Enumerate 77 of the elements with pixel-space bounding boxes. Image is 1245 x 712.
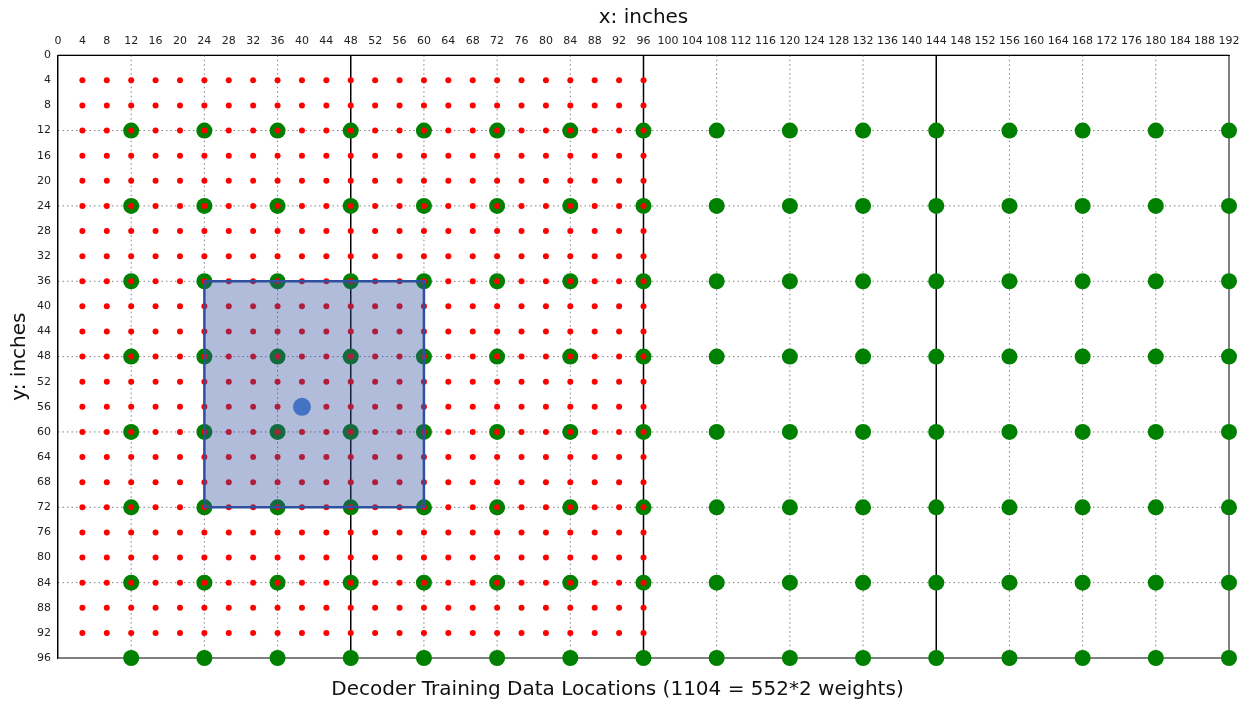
x-tick-label: 92: [612, 34, 627, 48]
x-tick-label: 16: [148, 34, 163, 48]
y-tick-label: 20: [37, 173, 51, 187]
x-tick-label: 20: [172, 34, 187, 48]
x-tick-label: 132: [852, 34, 874, 48]
y-tick-label: 52: [37, 374, 51, 388]
x-tick-label: 172: [1096, 34, 1118, 48]
x-tick-label: 176: [1120, 34, 1142, 48]
x-tick-label: 192: [1218, 34, 1240, 48]
y-tick-label: 92: [37, 625, 51, 639]
y-tick-label: 4: [44, 73, 51, 87]
x-tick-label: 0: [54, 34, 62, 48]
x-tick-label: 68: [465, 34, 480, 48]
y-tick-label: 76: [37, 525, 51, 539]
y-tick-label: 8: [44, 98, 51, 112]
x-tick-label: 12: [124, 34, 139, 48]
x-tick-label: 44: [319, 34, 334, 48]
y-tick-label: 84: [37, 575, 51, 589]
y-tick-label: 16: [37, 148, 51, 162]
x-tick-label: 76: [514, 34, 529, 48]
x-tick-label: 24: [197, 34, 212, 48]
x-tick-label: 64: [441, 34, 456, 48]
x-tick-label: 48: [343, 34, 358, 48]
x-axis-title: x: inches: [598, 4, 689, 29]
x-tick-label: 184: [1169, 34, 1191, 48]
x-tick-label: 8: [103, 34, 111, 48]
x-tick-label: 188: [1194, 34, 1216, 48]
x-tick-label: 180: [1145, 34, 1167, 48]
x-tick-label: 124: [803, 34, 825, 48]
x-tick-label: 148: [950, 34, 972, 48]
y-tick-label: 32: [37, 248, 51, 262]
x-tick-label: 136: [876, 34, 898, 48]
x-tick-label: 56: [392, 34, 407, 48]
x-tick-label: 112: [730, 34, 752, 48]
x-tick-label: 36: [270, 34, 285, 48]
y-tick-label: 80: [37, 550, 51, 564]
x-tick-label: 160: [1023, 34, 1045, 48]
x-tick-label: 80: [538, 34, 553, 48]
x-tick-label: 140: [901, 34, 923, 48]
x-tick-label: 88: [587, 34, 602, 48]
y-tick-label: 96: [37, 650, 51, 664]
y-axis-title: y: inches: [6, 312, 31, 401]
x-tick-label: 60: [416, 34, 431, 48]
x-tick-label: 32: [246, 34, 261, 48]
x-tick-label: 28: [221, 34, 236, 48]
y-tick-label: 56: [37, 399, 51, 413]
x-tick-label: 128: [828, 34, 850, 48]
x-tick-label: 116: [754, 34, 776, 48]
x-tick-label: 120: [779, 34, 801, 48]
y-tick-label: 60: [37, 424, 51, 438]
y-tick-label: 68: [37, 475, 51, 489]
y-tick-label: 64: [37, 449, 51, 463]
x-tick-label: 52: [368, 34, 383, 48]
y-tick-label: 12: [37, 123, 51, 137]
x-tick-label: 40: [294, 34, 309, 48]
x-tick-label: 108: [706, 34, 728, 48]
x-tick-label: 4: [78, 34, 86, 48]
y-tick-label: 36: [37, 274, 51, 288]
y-tick-label: 40: [37, 299, 51, 313]
x-tick-label: 104: [681, 34, 703, 48]
y-tick-label: 72: [37, 500, 51, 514]
y-tick-label: 48: [37, 349, 51, 363]
x-tick-label: 72: [490, 34, 505, 48]
y-tick-label: 24: [37, 198, 51, 212]
y-tick-label: 28: [37, 223, 51, 237]
x-tick-label: 168: [1072, 34, 1094, 48]
text: Decoder Training Data Locations (1104 = 552*2 weights): [331, 676, 904, 701]
x-tick-label: 144: [925, 34, 947, 48]
x-tick-label: 164: [1047, 34, 1069, 48]
y-tick-label: 0: [44, 48, 51, 62]
x-tick-label: 84: [563, 34, 578, 48]
x-tick-label: 100: [657, 34, 679, 48]
x-tick-label: 96: [636, 34, 651, 48]
y-tick-label: 44: [37, 324, 51, 338]
y-tick-label: 88: [37, 600, 51, 614]
x-tick-label: 156: [998, 34, 1020, 48]
x-tick-label: 152: [974, 34, 996, 48]
